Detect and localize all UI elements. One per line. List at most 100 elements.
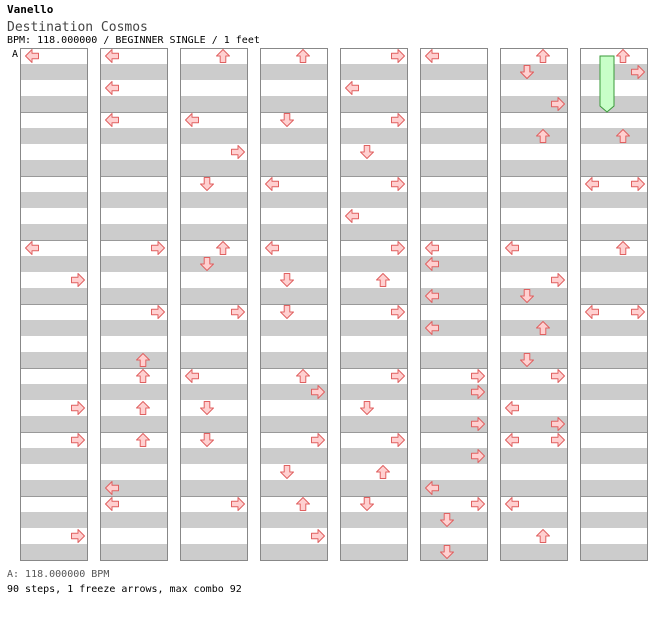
beat-stripe: [180, 192, 248, 208]
step-arrow-left: [185, 369, 199, 383]
beat-stripe: [420, 352, 488, 368]
beat-stripe: [340, 288, 408, 304]
step-arrow-right: [71, 433, 85, 447]
step-arrow-right: [231, 145, 245, 159]
step-arrow-down: [360, 145, 374, 159]
beat-stripe: [580, 512, 648, 528]
chart-column: [260, 48, 328, 561]
step-arrow-right: [391, 305, 405, 319]
beat-stripe: [580, 448, 648, 464]
step-arrow-up: [376, 273, 390, 287]
beat-stripe: [20, 320, 88, 336]
beat-stripe: [180, 128, 248, 144]
step-arrow-right: [631, 305, 645, 319]
beat-stripe: [500, 160, 568, 176]
step-arrow-down: [200, 257, 214, 271]
step-arrow-right: [631, 65, 645, 79]
step-arrow-left: [505, 401, 519, 415]
beat-stripe: [340, 256, 408, 272]
beat-stripe: [340, 416, 408, 432]
step-arrow-left: [505, 241, 519, 255]
beat-stripe: [580, 288, 648, 304]
step-arrow-up: [616, 49, 630, 63]
beat-stripe: [20, 160, 88, 176]
beat-stripe: [580, 544, 648, 560]
artist-name: Vanello: [7, 3, 54, 16]
beat-stripe: [100, 416, 168, 432]
step-arrow-up: [536, 49, 550, 63]
step-arrow-up: [376, 465, 390, 479]
step-arrow-left: [505, 433, 519, 447]
beat-stripe: [180, 448, 248, 464]
step-arrow-up: [296, 49, 310, 63]
step-arrow-left: [185, 113, 199, 127]
song-title: Destination Cosmos: [7, 20, 148, 35]
beat-stripe: [340, 352, 408, 368]
beat-stripe: [100, 96, 168, 112]
beat-stripe: [420, 224, 488, 240]
step-arrow-left: [25, 49, 39, 63]
beat-stripe: [100, 64, 168, 80]
chart-column: [20, 48, 88, 561]
step-arrow-left: [425, 241, 439, 255]
step-arrow-right: [71, 401, 85, 415]
step-arrow-right: [71, 273, 85, 287]
step-arrow-right: [471, 497, 485, 511]
step-arrow-right: [391, 369, 405, 383]
beat-stripe: [20, 224, 88, 240]
step-arrow-right: [471, 417, 485, 431]
beat-stripe: [20, 544, 88, 560]
step-arrow-down: [520, 289, 534, 303]
beat-stripe: [100, 384, 168, 400]
beat-stripe: [20, 128, 88, 144]
step-arrow-right: [71, 529, 85, 543]
beat-stripe: [500, 128, 568, 144]
bpm-footnote: A: 118.000000 BPM: [7, 569, 110, 580]
beat-stripe: [580, 128, 648, 144]
step-arrow-down: [280, 273, 294, 287]
beat-stripe: [580, 160, 648, 176]
step-arrow-up: [616, 241, 630, 255]
beat-stripe: [340, 544, 408, 560]
step-arrow-left: [425, 321, 439, 335]
step-arrow-up: [136, 433, 150, 447]
beat-stripe: [580, 256, 648, 272]
step-arrow-right: [311, 529, 325, 543]
beat-stripe: [180, 160, 248, 176]
beat-stripe: [100, 320, 168, 336]
step-arrow-left: [425, 481, 439, 495]
beat-stripe: [20, 288, 88, 304]
step-arrow-left: [345, 209, 359, 223]
beat-stripe: [420, 320, 488, 336]
beat-stripe: [500, 512, 568, 528]
beat-stripe: [100, 256, 168, 272]
step-arrow-down: [280, 465, 294, 479]
step-arrow-down: [440, 545, 454, 559]
beat-stripe: [340, 96, 408, 112]
step-arrow-right: [311, 385, 325, 399]
step-arrow-left: [425, 49, 439, 63]
beat-stripe: [20, 96, 88, 112]
beat-stripe: [260, 544, 328, 560]
step-arrow-up: [616, 129, 630, 143]
beat-stripe: [20, 512, 88, 528]
beat-stripe: [100, 512, 168, 528]
beat-stripe: [420, 128, 488, 144]
beat-stripe: [180, 320, 248, 336]
beat-stripe: [420, 480, 488, 496]
beat-stripe: [340, 448, 408, 464]
beat-stripe: [500, 544, 568, 560]
step-arrow-left: [585, 305, 599, 319]
beat-stripe: [260, 416, 328, 432]
beat-stripe: [420, 288, 488, 304]
step-arrow-right: [391, 113, 405, 127]
step-arrow-right: [551, 433, 565, 447]
beat-stripe: [180, 544, 248, 560]
beat-stripe: [580, 352, 648, 368]
beat-stripe: [340, 480, 408, 496]
step-arrow-up: [296, 369, 310, 383]
beat-stripe: [260, 96, 328, 112]
beat-stripe: [500, 320, 568, 336]
step-arrow-left: [105, 113, 119, 127]
step-arrow-up: [536, 529, 550, 543]
